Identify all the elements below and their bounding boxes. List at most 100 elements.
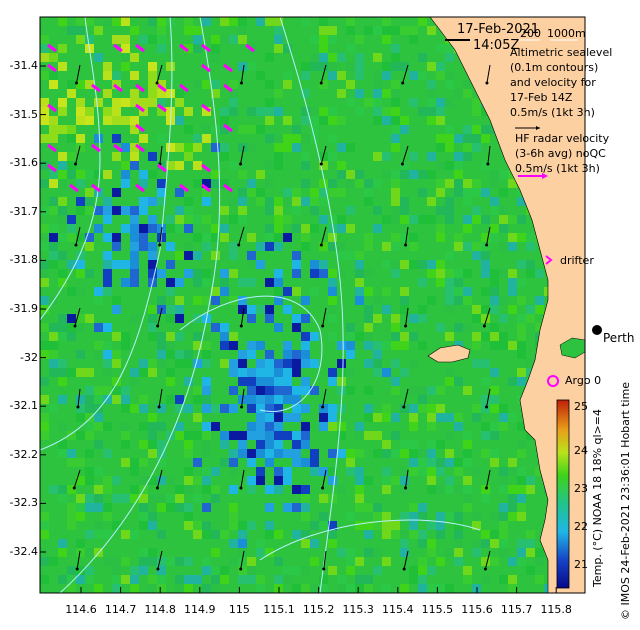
sst-cell [220, 152, 229, 161]
sst-cell [40, 278, 49, 287]
sst-cell [184, 440, 193, 449]
sst-cell [436, 467, 445, 476]
sst-cell [202, 134, 211, 143]
sst-cell [175, 143, 184, 152]
sst-cell [67, 314, 76, 323]
sst-cell [166, 431, 175, 440]
velocity-arrow [240, 550, 245, 570]
sst-cell [454, 485, 463, 494]
sst-cell [382, 521, 391, 530]
sst-cell [247, 233, 256, 242]
sst-cell [193, 26, 202, 35]
sst-cell [148, 332, 157, 341]
sst-cell [517, 233, 526, 242]
sst-cell [256, 386, 265, 395]
sst-cell [130, 116, 139, 125]
sst-cell [319, 422, 328, 431]
sst-cell [193, 494, 202, 503]
sst-cell [184, 521, 193, 530]
sst-cell [301, 89, 310, 98]
sst-cell [67, 368, 76, 377]
sst-cell [121, 179, 130, 188]
sst-cell [319, 62, 328, 71]
sst-cell [103, 269, 112, 278]
sst-cell [364, 314, 373, 323]
sst-cell [76, 107, 85, 116]
sst-cell [490, 395, 499, 404]
sst-cell [157, 44, 166, 53]
sst-cell [346, 224, 355, 233]
sst-cell [76, 116, 85, 125]
sst-cell [220, 125, 229, 134]
sst-cell [517, 557, 526, 566]
sst-cell [202, 179, 211, 188]
sst-cell [202, 350, 211, 359]
sst-cell [238, 431, 247, 440]
sst-cell [166, 314, 175, 323]
sst-cell [49, 170, 58, 179]
x-tick-label: 115.1 [263, 603, 295, 616]
sst-cell [355, 278, 364, 287]
sst-cell [355, 179, 364, 188]
sst-cell [148, 422, 157, 431]
sst-cell [193, 233, 202, 242]
hf-radar-arrow [135, 43, 145, 53]
sst-cell [112, 260, 121, 269]
sst-cell [445, 548, 454, 557]
sst-cell [292, 449, 301, 458]
sst-cell [103, 17, 112, 26]
sst-cell [130, 377, 139, 386]
sst-cell [157, 80, 166, 89]
sst-cell [499, 521, 508, 530]
sst-cell [382, 368, 391, 377]
sst-cell [148, 242, 157, 251]
sst-cell [148, 449, 157, 458]
sst-cell [121, 395, 130, 404]
sst-cell [238, 350, 247, 359]
sst-cell [202, 557, 211, 566]
hf-radar-arrow [135, 183, 145, 193]
sst-cell [292, 413, 301, 422]
sst-cell [454, 548, 463, 557]
sst-cell [157, 188, 166, 197]
sst-cell [67, 521, 76, 530]
sst-cell [274, 485, 283, 494]
sst-cell [238, 215, 247, 224]
sst-cell [76, 404, 85, 413]
sst-cell [112, 152, 121, 161]
sst-cell [130, 485, 139, 494]
sst-cell [310, 467, 319, 476]
sst-cell [490, 296, 499, 305]
sst-cell [400, 206, 409, 215]
sst-cell [157, 449, 166, 458]
sst-cell [256, 305, 265, 314]
sst-cell [508, 458, 517, 467]
sst-cell [85, 431, 94, 440]
sst-cell [526, 566, 535, 575]
sst-cell [175, 359, 184, 368]
sst-cell [364, 503, 373, 512]
sst-cell [292, 350, 301, 359]
sst-cell [409, 440, 418, 449]
sst-cell [427, 404, 436, 413]
sst-cell [472, 206, 481, 215]
sst-cell [319, 494, 328, 503]
sst-cell [247, 377, 256, 386]
sst-cell [256, 260, 265, 269]
sst-cell [382, 512, 391, 521]
velocity-arrow [403, 388, 409, 408]
sst-cell [481, 332, 490, 341]
sst-cell [130, 494, 139, 503]
sst-cell [121, 35, 130, 44]
sst-cell [202, 359, 211, 368]
sst-cell [355, 494, 364, 503]
sst-cell [445, 80, 454, 89]
sst-cell [148, 305, 157, 314]
sst-cell [76, 134, 85, 143]
sst-cell [364, 98, 373, 107]
sst-cell [436, 269, 445, 278]
sst-cell [139, 458, 148, 467]
sst-cell [157, 134, 166, 143]
sst-cell [283, 503, 292, 512]
sst-cell [238, 305, 247, 314]
